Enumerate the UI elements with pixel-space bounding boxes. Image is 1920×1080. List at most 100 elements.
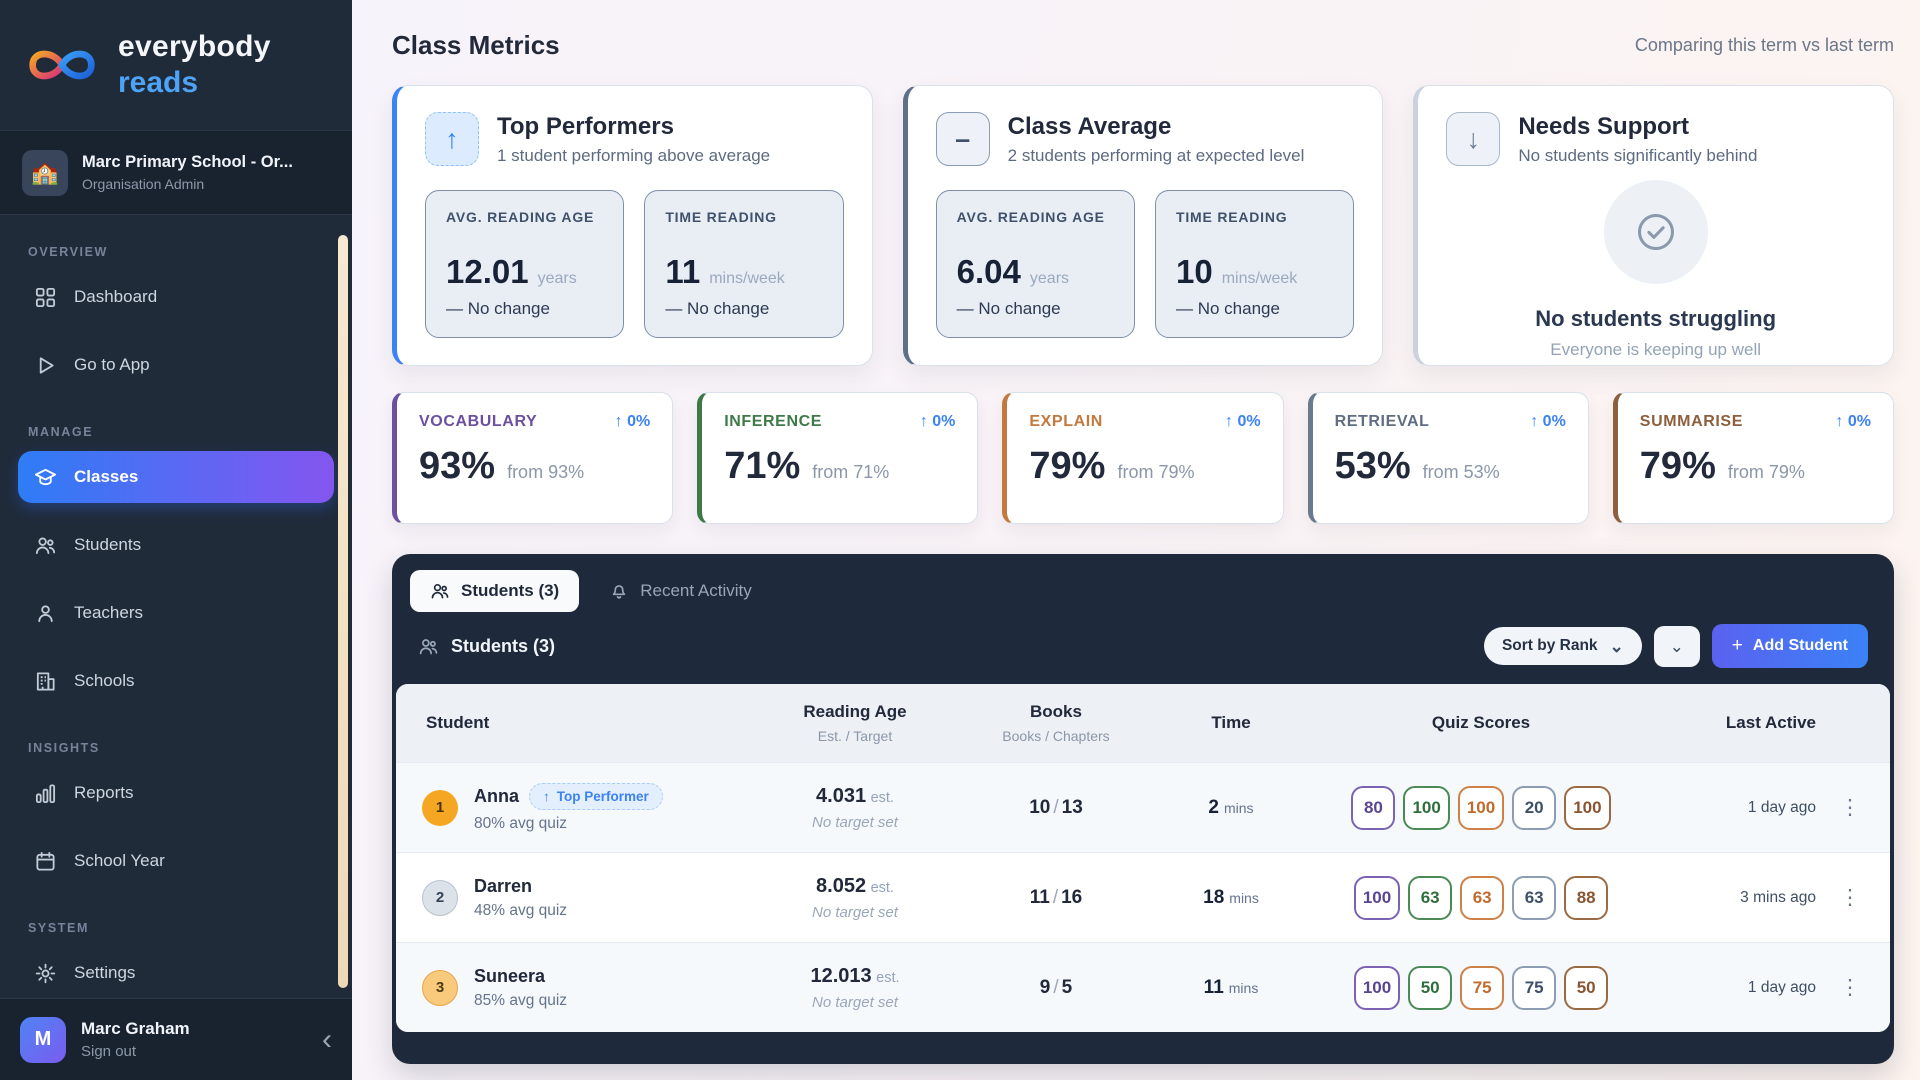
sign-out-link[interactable]: Sign out (81, 1043, 137, 1060)
row-menu-kebab-icon[interactable]: ⋮ (1839, 886, 1863, 909)
avg-quiz-label: 80% avg quiz (474, 814, 568, 832)
expand-options-button[interactable]: ⌄ (1653, 625, 1700, 667)
chevron-down-icon: ⌄ (1609, 636, 1624, 656)
school-building-icon: 🏫 (22, 149, 68, 196)
up-arrow-icon: ↑ (543, 788, 550, 804)
sidebar-scrollbar-thumb[interactable] (338, 235, 348, 988)
skill-label: SUMMARISE (1639, 413, 1743, 430)
sidebar-item-classes[interactable]: Classes (18, 451, 334, 503)
collapse-sidebar-icon[interactable]: ‹ (322, 1022, 332, 1056)
rank-badge: 2 (422, 879, 458, 916)
sidebar-item-dashboard[interactable]: Dashboard (18, 271, 334, 323)
quiz-score-summarise: 88 (1564, 875, 1609, 920)
main-content: Class Metrics Comparing this term vs las… (352, 0, 1920, 1080)
sidebar-item-students[interactable]: Students (18, 519, 334, 571)
time-value: 11 (1203, 976, 1224, 998)
col-reading-age: Reading Age Est. / Target (744, 702, 966, 744)
vocabulary-card: VOCABULARY ↑ 0% 93% from 93% (392, 392, 674, 524)
est-suffix: est. (870, 789, 894, 806)
chapters-count: 5 (1061, 976, 1073, 998)
col-student: Student (426, 713, 490, 732)
skill-label: VOCABULARY (419, 413, 538, 430)
quiz-score-retrieval: 20 (1512, 785, 1557, 830)
stat-unit: mins/week (709, 270, 785, 287)
summary-cards: ↑ Top Performers 1 student performing ab… (392, 85, 1894, 366)
student-row-suneera[interactable]: 3 Suneera 85% avg quiz 12.013 est. No ta… (396, 942, 1890, 1032)
reading-age-value: 4.031 (816, 784, 867, 807)
top-performer-badge: ↑ Top Performer (529, 782, 663, 810)
tab-students[interactable]: Students (3) (410, 570, 580, 612)
skill-cards: VOCABULARY ↑ 0% 93% from 93% INFERENCE ↑… (392, 392, 1894, 524)
stat-change: — No change (665, 299, 770, 318)
check-circle-icon (1603, 180, 1708, 284)
sidebar-item-settings[interactable]: Settings (18, 947, 334, 998)
books-cell: 11/16 (966, 887, 1146, 909)
skill-value: 79% (1029, 445, 1106, 487)
card-head: ↓ Needs Support No students significantl… (1446, 112, 1865, 166)
stat-label: AVG. READING AGE (446, 209, 595, 225)
card-subtitle: 2 students performing at expected level (1007, 145, 1305, 165)
sidebar-item-schools[interactable]: Schools (18, 655, 334, 707)
sidebar-item-reports[interactable]: Reports (18, 767, 334, 819)
row-menu-kebab-icon[interactable]: ⋮ (1839, 976, 1863, 999)
books-cell: 10/13 (966, 797, 1146, 819)
summarise-card: SUMMARISE ↑ 0% 79% from 79% (1612, 392, 1894, 524)
quiz-scores-cell: 100 63 63 63 88 (1316, 875, 1646, 920)
sidebar-item-label: Settings (74, 963, 136, 982)
last-active-cell: 1 day ago (1747, 978, 1816, 996)
students-list-title: Students (3) (418, 636, 555, 657)
separator: / (1052, 886, 1059, 908)
table-header-row: Student Reading Age Est. / Target Books … (396, 684, 1890, 762)
org-name: Marc Primary School - Or... (82, 153, 293, 171)
avg-quiz-label: 48% avg quiz (474, 901, 568, 919)
sidebar-item-school-year[interactable]: School Year (18, 835, 334, 887)
badge-label: Top Performer (556, 788, 649, 804)
est-suffix: est. (876, 969, 900, 986)
student-name: Suneera (474, 965, 546, 986)
stat-label: AVG. READING AGE (956, 209, 1105, 225)
panel-tabs: Students (3) Recent Activity (410, 570, 1876, 612)
sidebar-item-teachers[interactable]: Teachers (18, 587, 334, 639)
sidebar-item-go-to-app[interactable]: Go to App (18, 339, 334, 391)
sidebar-item-label: Schools (74, 671, 135, 690)
card-title: Top Performers (497, 112, 674, 140)
needs-support-card: ↓ Needs Support No students significantl… (1413, 85, 1894, 366)
org-selector[interactable]: 🏫 Marc Primary School - Or... Organisati… (0, 130, 352, 215)
sort-by-rank-dropdown[interactable]: Sort by Rank ⌄ (1483, 627, 1642, 665)
chapters-count: 16 (1061, 886, 1083, 908)
page-title: Class Metrics (392, 30, 560, 60)
stat-value: 10 (1175, 253, 1213, 290)
up-arrow-icon: ↑ (614, 413, 623, 430)
add-student-button[interactable]: + Add Student (1711, 624, 1868, 668)
quiz-scores-cell: 80 100 100 20 100 (1316, 785, 1646, 830)
avg-reading-age-stat: AVG. READING AGE 6.04 years — No change (935, 190, 1135, 338)
skill-from: from 79% (1727, 462, 1805, 482)
sidebar-item-label: Students (74, 535, 142, 554)
students-people-icon (35, 536, 56, 554)
student-cell: 2 Darren 48% avg quiz (396, 876, 744, 920)
skill-label: INFERENCE (724, 413, 823, 430)
skill-label: RETRIEVAL (1334, 413, 1430, 430)
avg-reading-age-stat: AVG. READING AGE 12.01 years — No change (425, 190, 625, 338)
row-menu-kebab-icon[interactable]: ⋮ (1839, 796, 1863, 819)
stat-change: — No change (1175, 299, 1280, 318)
gear-icon (35, 963, 56, 983)
quiz-score-retrieval: 75 (1512, 965, 1557, 1010)
everybody-reads-logo-icon (29, 50, 95, 80)
target-label: No target set (812, 813, 898, 831)
student-row-anna[interactable]: 1 Anna ↑ Top Performer 80% avg quiz 4.031… (396, 762, 1890, 852)
panel-subheader: Students (3) Sort by Rank ⌄ ⌄ + Add Stud… (418, 624, 1868, 668)
dashboard-grid-icon (35, 287, 56, 307)
stat-value: 6.04 (956, 253, 1021, 290)
time-value: 18 (1203, 886, 1225, 908)
skill-change: ↑ 0% (920, 413, 956, 431)
col-quiz-scores: Quiz Scores (1431, 713, 1531, 732)
tab-recent-activity[interactable]: Recent Activity (589, 570, 772, 612)
explain-card: EXPLAIN ↑ 0% 79% from 79% (1002, 392, 1284, 524)
card-head: – Class Average 2 students performing at… (935, 112, 1355, 166)
nav-section-system: SYSTEM (28, 921, 89, 935)
student-row-darren[interactable]: 2 Darren 48% avg quiz 8.052 est. No targ… (396, 852, 1890, 942)
chevron-down-icon: ⌄ (1669, 636, 1684, 656)
logo-text: everybody reads (118, 30, 271, 100)
sidebar-item-label: Teachers (74, 603, 143, 622)
